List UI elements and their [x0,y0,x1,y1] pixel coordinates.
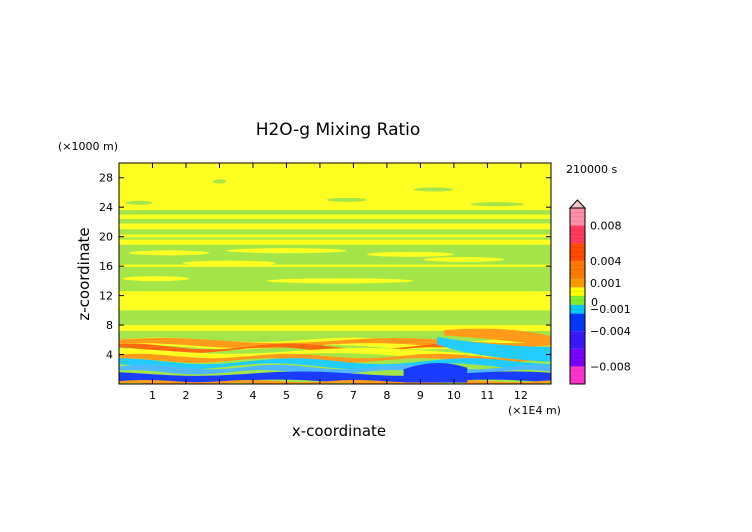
x-tick-label: 5 [283,389,290,402]
x-tick-label: 10 [447,389,461,402]
colorbar-label: −0.001 [590,303,631,316]
x-tick-label: 8 [383,389,390,402]
field-patch [266,278,414,284]
y-tick-label: 20 [99,231,113,244]
field-plume [437,336,551,362]
y-tick-label: 12 [99,290,113,303]
field-patch [125,200,153,205]
field-patch [212,179,227,184]
x-tick-label: 2 [182,389,189,402]
field-patch [122,276,190,282]
colorbar: 0.008 0.004 0.001 0−0.001 −0.004 −0.008 [568,199,631,385]
x-tick-label: 4 [249,389,256,402]
x-tick-label: 11 [480,389,494,402]
x-tick-label: 7 [350,389,357,402]
x-tick-label: 6 [316,389,323,402]
colorbar-segment [570,296,585,305]
field-patch [366,251,454,257]
colorbar-segment [570,331,585,349]
colorbar-segment [570,304,585,314]
colorbar-label: 0.004 [590,255,622,268]
field-layer-cool [119,358,551,370]
colorbar-label: −0.008 [590,360,631,373]
x-axis-label: x-coordinate [292,422,386,440]
y-tick-label: 4 [106,349,113,362]
colorbar-label: 0.008 [590,220,622,233]
colorbar-segment [570,287,585,296]
colorbar-label: 0.001 [590,277,622,290]
field-patch [326,197,367,202]
x-tick-label: 1 [149,389,156,402]
contour-field [119,163,551,384]
y-unit-label: (×1000 m) [58,140,118,153]
y-axis-label: z-coordinate [75,227,93,320]
x-tick-label: 3 [216,389,223,402]
y-tick-label: 24 [99,201,113,214]
field-patch [470,202,525,207]
time-label: 210000 s [566,163,617,176]
colorbar-label: 0 [591,296,598,309]
field-band-upper [119,237,551,240]
field-band-upper [119,210,551,215]
field-plume [443,328,551,346]
x-tick-label: 12 [514,389,528,402]
x-unit-label: (×1E4 m) [508,404,561,417]
field-patch [423,257,505,263]
colorbar-segment [570,225,585,244]
y-tick-label: 8 [106,319,113,332]
y-tick-label: 16 [99,260,113,273]
chart-title: H2O-g Mixing Ratio [256,120,421,140]
colorbar-segment [570,366,585,384]
field-patch [182,260,277,266]
field-patch [413,187,454,192]
colorbar-segment [570,348,585,367]
x-tick-label: 9 [417,389,424,402]
field-patch [129,250,210,256]
colorbar-frame [569,207,586,385]
y-tick-label: 28 [99,172,113,185]
field-plume [403,362,468,383]
field-band-low [119,310,551,326]
colorbar-segment [570,260,585,279]
colorbar-segment [570,313,585,332]
y-axis: 4 8 12 16 20 24 28 [99,172,551,362]
colorbar-label: −0.004 [590,325,631,338]
field-bands [119,179,551,384]
plot-frame [118,162,552,385]
field-patch [226,248,347,254]
colorbar-segment [570,243,585,261]
field-band-upper [119,229,551,235]
colorbar-segment [570,278,585,288]
colorbar-extend-arrow [568,199,587,209]
field-layer-warm [119,353,551,363]
field-band-upper [119,218,551,224]
colorbar-segment [570,208,585,226]
x-axis: 1 2 3 4 5 6 7 8 9 10 11 12 [149,163,528,402]
